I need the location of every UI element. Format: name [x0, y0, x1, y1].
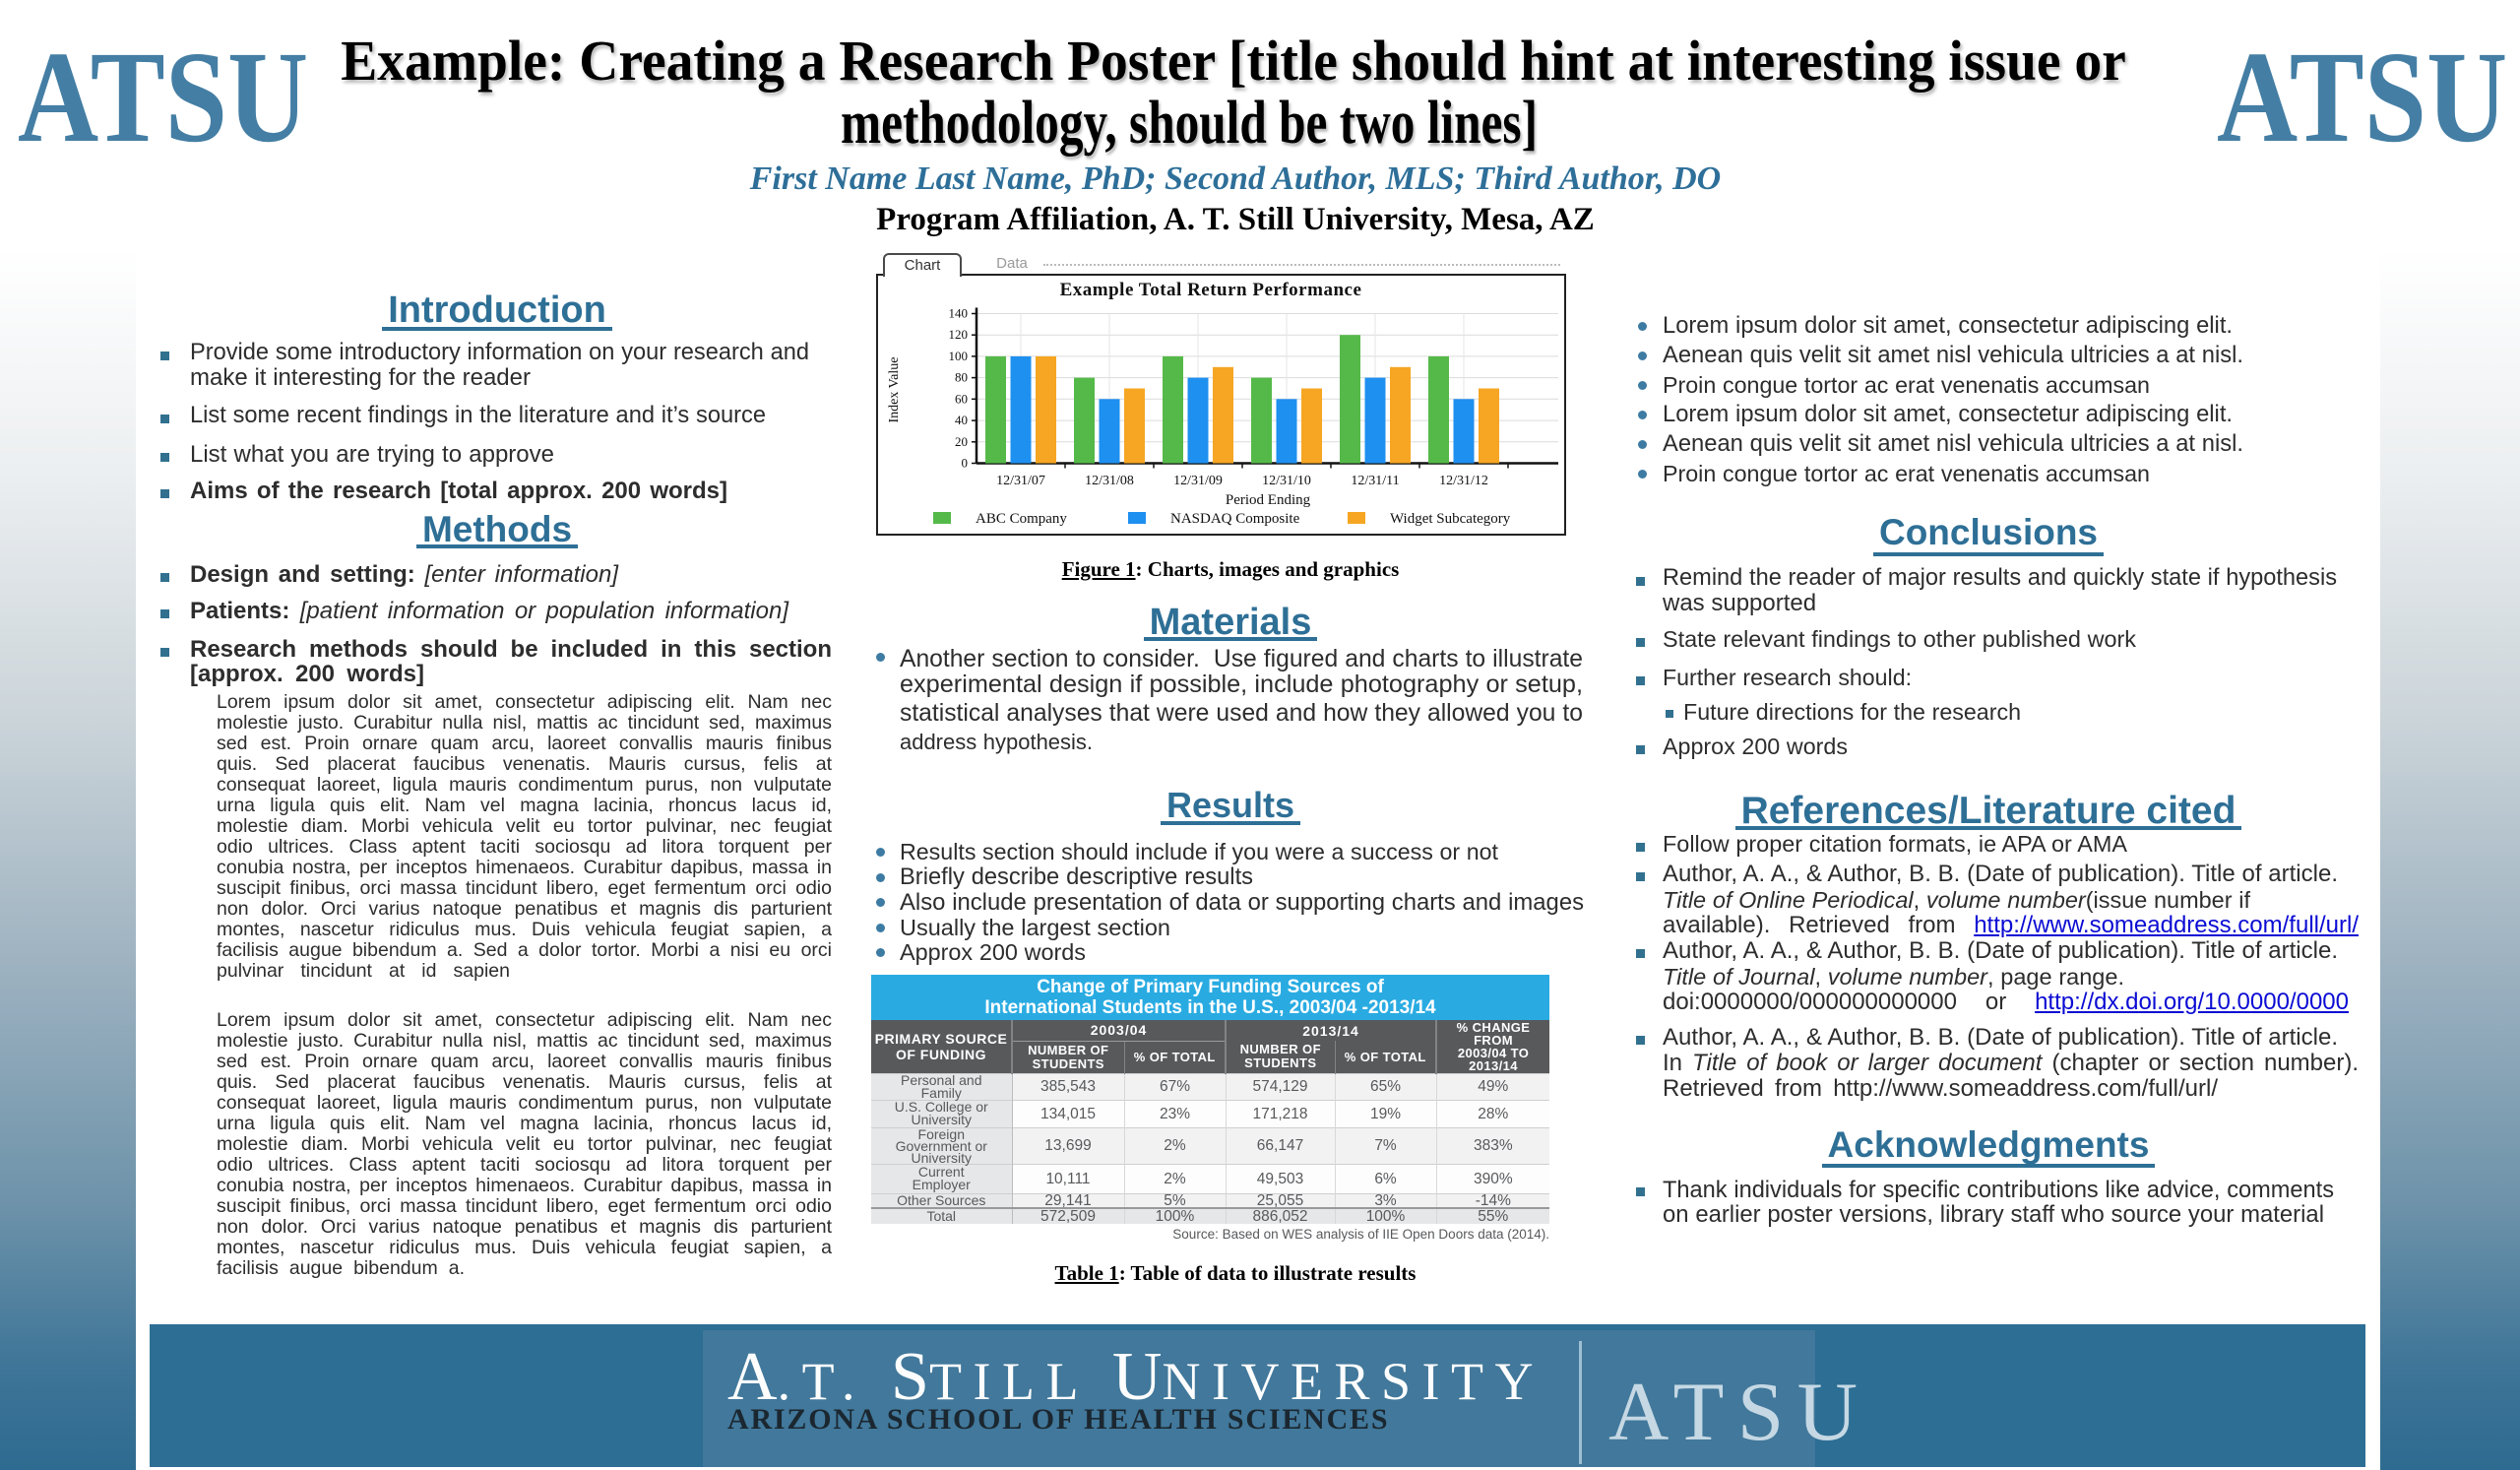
svg-text:40: 40 — [955, 413, 968, 427]
svg-text:Index Value: Index Value — [887, 357, 902, 423]
svg-text:140: 140 — [949, 306, 969, 321]
svg-text:20: 20 — [955, 434, 968, 449]
svg-text:60: 60 — [955, 391, 968, 406]
svg-text:12/31/07: 12/31/07 — [996, 474, 1045, 488]
svg-text:12/31/08: 12/31/08 — [1085, 474, 1134, 488]
svg-text:12/31/11: 12/31/11 — [1351, 474, 1399, 488]
svg-text:0: 0 — [962, 456, 969, 471]
svg-text:80: 80 — [955, 370, 968, 385]
svg-text:100: 100 — [949, 349, 969, 363]
svg-text:12/31/09: 12/31/09 — [1173, 474, 1223, 488]
svg-text:Period Ending: Period Ending — [1226, 492, 1311, 508]
svg-text:NASDAQ Composite: NASDAQ Composite — [1170, 511, 1300, 527]
svg-text:Example Total Return Performan: Example Total Return Performance — [1060, 280, 1362, 300]
svg-text:12/31/12: 12/31/12 — [1439, 474, 1488, 488]
svg-text:120: 120 — [949, 327, 969, 342]
svg-text:12/31/10: 12/31/10 — [1262, 474, 1311, 488]
svg-text:Widget Subcategory: Widget Subcategory — [1390, 511, 1511, 527]
svg-text:ABC Company: ABC Company — [976, 511, 1067, 527]
